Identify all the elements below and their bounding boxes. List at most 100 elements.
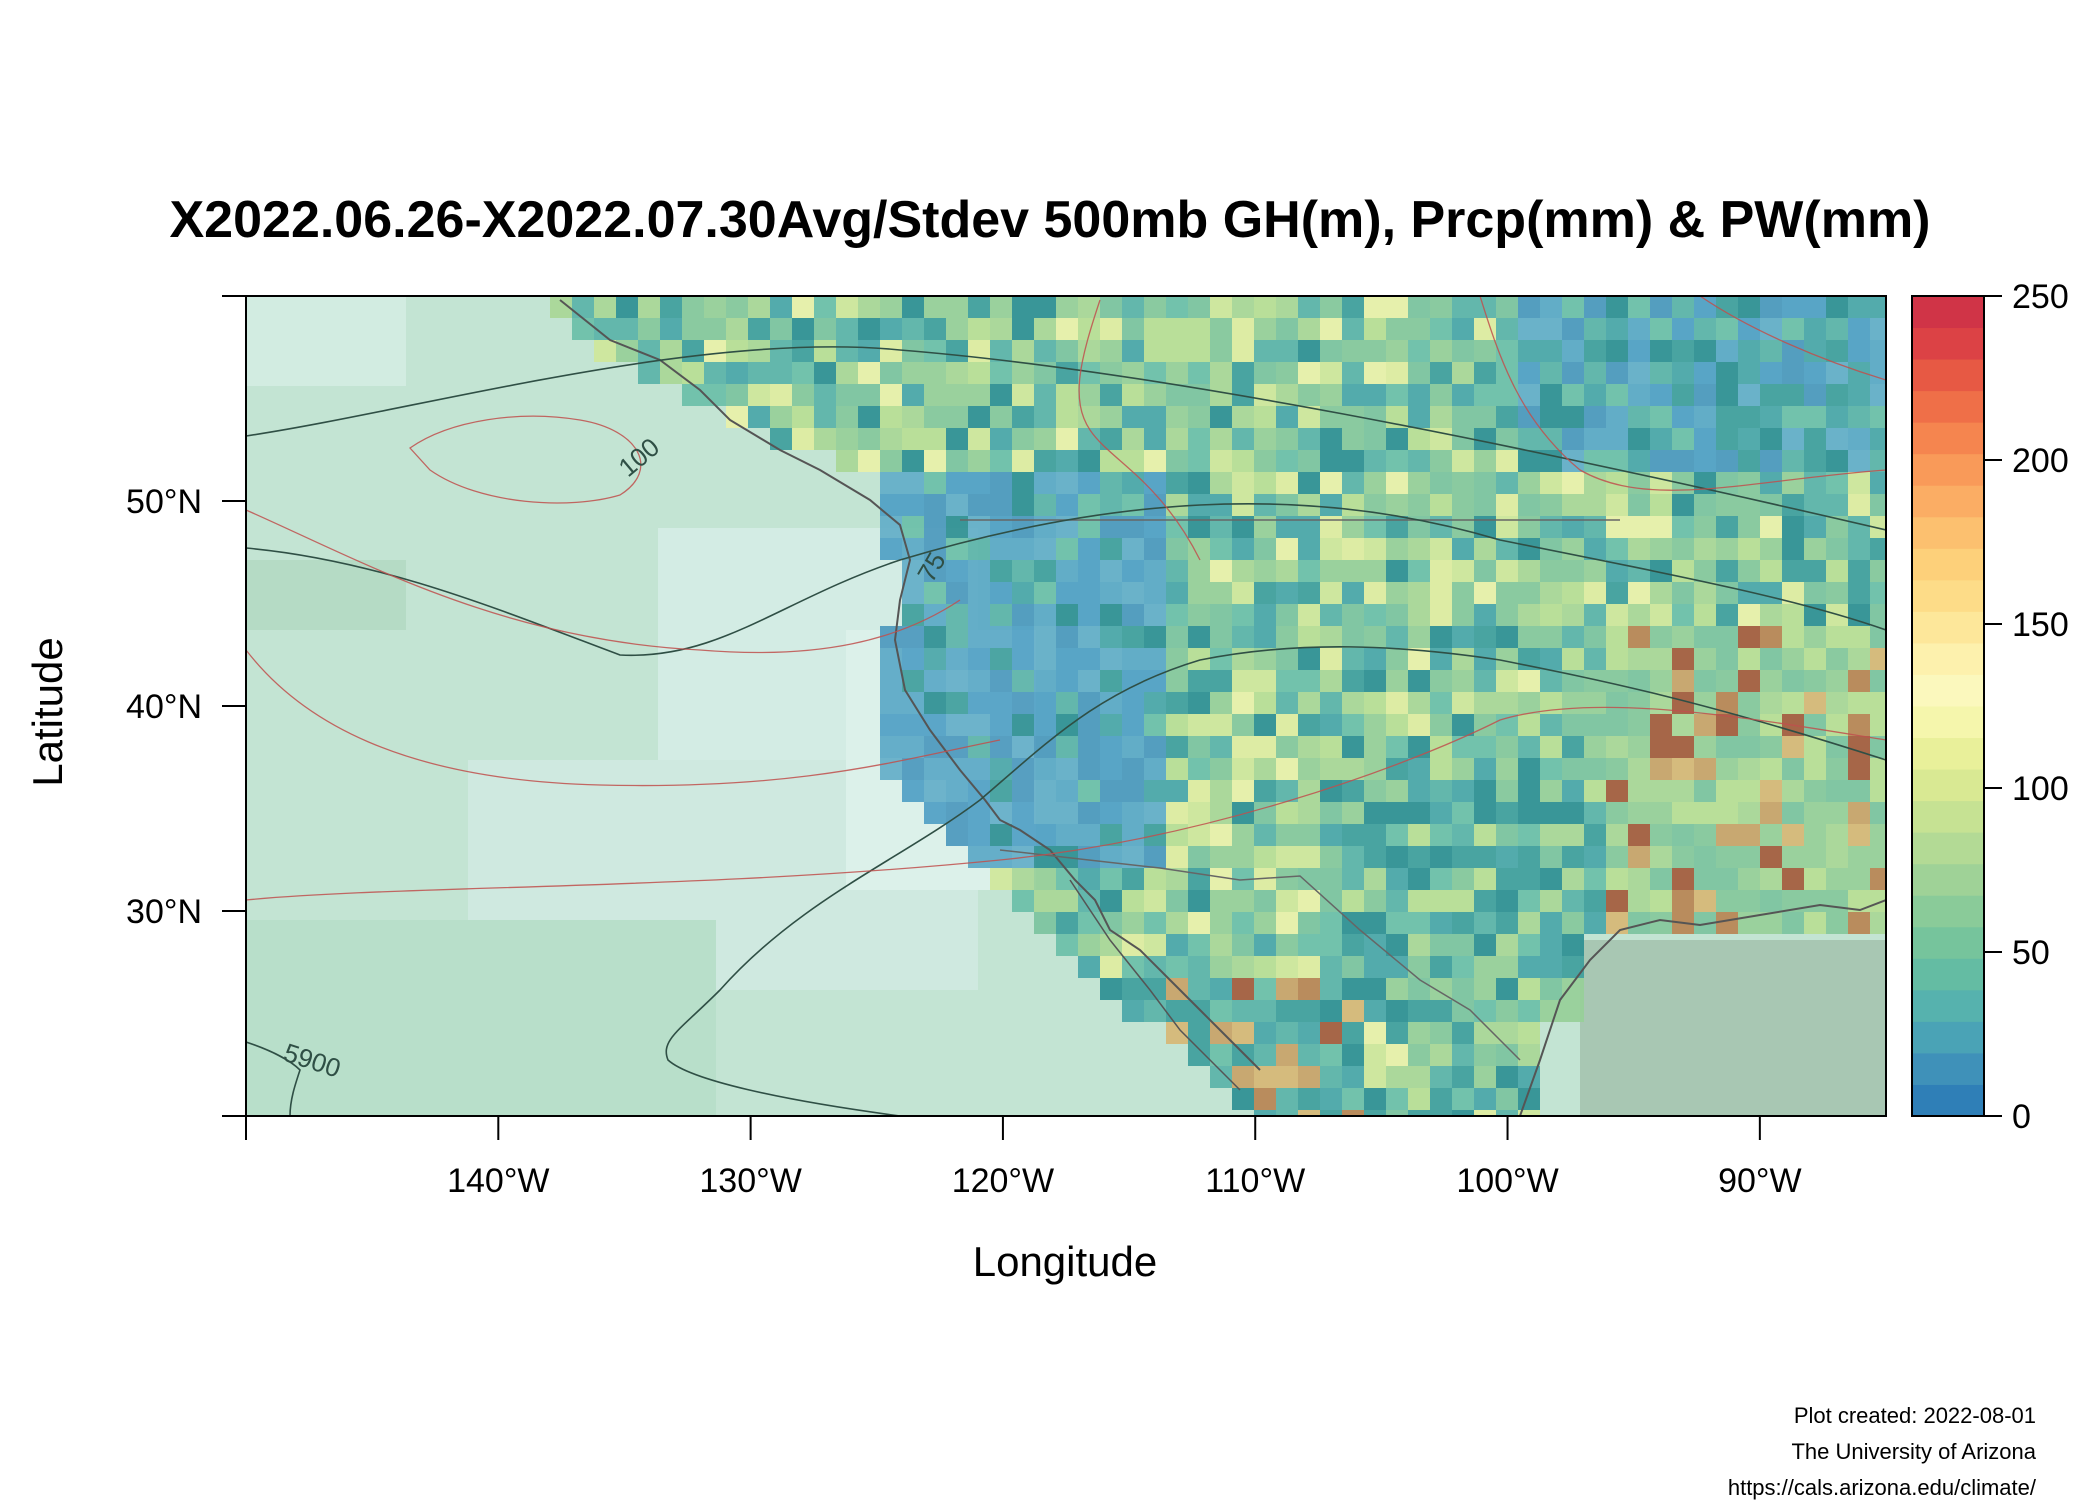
- precip-cell: [1738, 450, 1760, 472]
- precip-cell: [1364, 824, 1386, 846]
- precip-cell: [1496, 582, 1518, 604]
- precip-cell: [1364, 978, 1386, 1000]
- precip-cell: [1166, 736, 1188, 758]
- precip-cell: [1034, 538, 1056, 560]
- precip-cell: [946, 494, 968, 516]
- precip-cell: [1716, 384, 1738, 406]
- precip-cell: [1606, 626, 1628, 648]
- precip-cell: [1782, 362, 1804, 384]
- precip-cell: [1012, 560, 1034, 582]
- precip-cell: [1166, 714, 1188, 736]
- precip-cell: [1760, 340, 1782, 362]
- x-tick-label: 110°W: [1205, 1162, 1305, 1200]
- precip-cell: [1804, 780, 1826, 802]
- precip-cell: [1716, 912, 1738, 934]
- precip-cell: [1650, 824, 1672, 846]
- precip-cell: [1628, 604, 1650, 626]
- precip-cell: [1430, 912, 1452, 934]
- precip-cell: [1452, 560, 1474, 582]
- precip-cell: [1232, 538, 1254, 560]
- precip-cell: [1254, 956, 1276, 978]
- precip-cell: [1342, 494, 1364, 516]
- precip-cell: [1232, 846, 1254, 868]
- precip-cell: [1144, 340, 1166, 362]
- precip-cell: [1188, 758, 1210, 780]
- precip-cell: [1672, 428, 1694, 450]
- precip-cell: [1188, 362, 1210, 384]
- precip-cell: [1826, 340, 1848, 362]
- precip-cell: [1804, 340, 1826, 362]
- precip-cell: [1496, 692, 1518, 714]
- precip-cell: [1320, 1110, 1342, 1116]
- precip-cell: [1628, 450, 1650, 472]
- precip-cell: [1716, 604, 1738, 626]
- precip-cell: [1056, 758, 1078, 780]
- precip-cell: [1298, 780, 1320, 802]
- precip-cell: [1254, 362, 1276, 384]
- precip-cell: [1364, 296, 1386, 318]
- precip-cell: [1210, 758, 1232, 780]
- precip-cell: [1474, 626, 1496, 648]
- precip-cell: [1452, 846, 1474, 868]
- precip-cell: [924, 670, 946, 692]
- precip-cell: [1870, 296, 1886, 318]
- precip-cell: [1056, 318, 1078, 340]
- precip-cell: [1188, 868, 1210, 890]
- precip-cell: [1298, 626, 1320, 648]
- precip-cell: [1782, 846, 1804, 868]
- precip-cell: [1210, 384, 1232, 406]
- precip-cell: [1188, 1000, 1210, 1022]
- precip-cell: [1430, 1022, 1452, 1044]
- precip-cell: [946, 714, 968, 736]
- precip-cell: [1650, 428, 1672, 450]
- precip-cell: [1518, 1000, 1540, 1022]
- precip-cell: [1870, 912, 1886, 934]
- precip-cell: [1606, 846, 1628, 868]
- precip-cell: [1408, 296, 1430, 318]
- precip-cell: [880, 340, 902, 362]
- precip-cell: [792, 318, 814, 340]
- precip-cell: [1232, 1022, 1254, 1044]
- precip-cell: [1078, 912, 1100, 934]
- precip-cell: [1232, 1044, 1254, 1066]
- precip-cell: [1144, 978, 1166, 1000]
- precip-cell: [1496, 868, 1518, 890]
- precip-cell: [1782, 758, 1804, 780]
- precip-cell: [968, 714, 990, 736]
- precip-cell: [1540, 494, 1562, 516]
- precip-cell: [1606, 472, 1628, 494]
- precip-cell: [924, 802, 946, 824]
- precip-cell: [946, 296, 968, 318]
- precip-cell: [1408, 472, 1430, 494]
- precip-cell: [924, 318, 946, 340]
- precip-cell: [1496, 384, 1518, 406]
- precip-cell: [1430, 692, 1452, 714]
- precip-cell: [1210, 406, 1232, 428]
- precip-cell: [1628, 846, 1650, 868]
- precip-cell: [1760, 758, 1782, 780]
- precip-cell: [1166, 604, 1188, 626]
- precip-cell: [1826, 626, 1848, 648]
- precip-cell: [946, 626, 968, 648]
- precip-cell: [990, 714, 1012, 736]
- precip-cell: [880, 736, 902, 758]
- precip-cell: [1848, 450, 1870, 472]
- precip-cell: [924, 296, 946, 318]
- precip-cell: [1122, 978, 1144, 1000]
- precip-cell: [1078, 824, 1100, 846]
- precip-cell: [1716, 670, 1738, 692]
- precip-cell: [1232, 956, 1254, 978]
- precip-cell: [1056, 890, 1078, 912]
- ocean-patch: [246, 560, 406, 630]
- precip-cell: [1100, 428, 1122, 450]
- precip-cell: [1760, 538, 1782, 560]
- precip-cell: [902, 516, 924, 538]
- precip-cell: [1100, 384, 1122, 406]
- precip-cell: [1628, 494, 1650, 516]
- precip-cell: [1540, 934, 1562, 956]
- precip-cell: [1738, 406, 1760, 428]
- precip-cell: [990, 384, 1012, 406]
- precip-cell: [1276, 582, 1298, 604]
- precip-cell: [1342, 736, 1364, 758]
- precip-cell: [1584, 538, 1606, 560]
